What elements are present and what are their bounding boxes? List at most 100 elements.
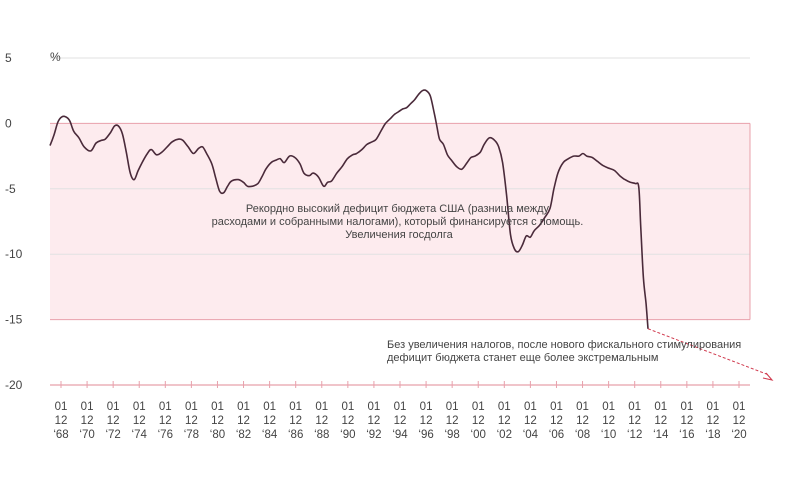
x-tick-label: 01 12 ‘04 [523,401,539,441]
annotation-main-line: Рекордно высокий дефицит бюджета США (ра… [246,203,550,215]
x-tick-label-line: ‘84 [262,429,278,441]
x-tick-label-line: ‘12 [627,429,642,441]
x-tick-label-line: ‘78 [184,429,199,441]
x-tick-label-line: 12 [55,415,68,427]
x-tick-label-line: ‘04 [523,429,539,441]
x-tick-label-line: 01 [55,401,68,413]
y-tick-label: -15 [5,313,23,327]
x-tick-label-line: 01 [707,401,720,413]
x-tick-label-line: ‘00 [471,429,486,441]
x-tick-label-line: 01 [185,401,198,413]
x-tick-label: 01 12 ‘10 [601,401,616,441]
x-tick-label: 01 12 ‘94 [392,401,408,441]
x-tick-label-line: 12 [368,415,381,427]
x-tick-label: 01 12 ‘00 [471,401,486,441]
x-tick-label-line: 12 [211,415,224,427]
x-tick-label-line: ‘16 [679,429,694,441]
x-tick-label-line: ‘86 [288,429,303,441]
x-tick-label: 01 12 ‘14 [653,401,669,441]
x-tick-label-line: ‘80 [210,429,225,441]
annotation-forecast-line: дефицит бюджета станет еще более экстрем… [387,352,658,364]
x-tick-label: 01 12 ‘12 [627,401,642,441]
x-tick-label: 01 12 ‘88 [314,401,329,441]
x-tick-label: 01 12 ‘84 [262,401,278,441]
x-tick-label-line: ‘06 [549,429,564,441]
x-tick-label-line: 01 [680,401,693,413]
x-tick-label-line: 01 [81,401,94,413]
x-tick-label-line: 01 [263,401,276,413]
x-tick-label-line: 01 [550,401,563,413]
x-tick-label-line: 01 [107,401,120,413]
x-tick-label-line: 12 [550,415,563,427]
x-tick-label-line: 01 [368,401,381,413]
x-tick-label-line: 01 [394,401,407,413]
x-tick-label-line: 01 [654,401,667,413]
x-tick-label-line: 12 [263,415,276,427]
x-tick-label-line: 12 [733,415,746,427]
x-tick-label-line: 01 [133,401,146,413]
projection-arrow-head [762,372,774,381]
series-layer [49,89,774,381]
x-tick-label-line: ‘68 [53,429,68,441]
x-tick-label: 01 12 ‘08 [575,401,590,441]
x-tick-label: 01 12 ‘70 [79,401,94,441]
annotations: Рекордно высокий дефицит бюджета США (ра… [212,203,742,364]
x-axis: 01 12 ‘68 01 12 ‘70 01 12 ‘72 01 12 ‘74 01 12 ‘76 01 12 ‘… [50,381,750,441]
x-tick-label-line: 12 [707,415,720,427]
annotation-forecast-line: Без увеличения налогов, после нового фис… [387,339,741,351]
annotation-main-line: расходами и собранными налогами), которы… [212,216,584,228]
x-tick-label: 01 12 ‘90 [340,401,355,441]
x-tick-label-line: 01 [159,401,172,413]
x-tick-label-line: 12 [159,415,172,427]
x-tick-label-line: 12 [185,415,198,427]
x-tick-label-line: 01 [446,401,459,413]
x-tick-label-line: 01 [289,401,302,413]
x-tick-label: 01 12 ‘98 [444,401,459,441]
x-tick-label: 01 12 ‘76 [158,401,173,441]
x-tick-label: 01 12 ‘02 [497,401,512,441]
x-tick-label-line: ‘70 [79,429,94,441]
y-tick-label: 5 [5,51,12,65]
x-tick-label-line: 01 [237,401,250,413]
x-tick-label-line: 01 [576,401,589,413]
x-tick-label: 01 12 ‘16 [679,401,694,441]
x-tick-label-line: ‘20 [731,429,746,441]
x-tick-label-line: ‘02 [497,429,512,441]
x-tick-label-line: 01 [602,401,615,413]
x-tick-label: 01 12 ‘74 [132,401,148,441]
annotation-main: Рекордно высокий дефицит бюджета США (ра… [212,203,587,241]
y-tick-label: -5 [5,182,16,196]
x-tick-label: 01 12 ‘80 [210,401,225,441]
x-tick-label: 01 12 ‘78 [184,401,199,441]
x-tick-label-line: 12 [81,415,94,427]
x-tick-label: 01 12 ‘68 [53,401,68,441]
x-tick-label-line: ‘92 [366,429,381,441]
x-tick-label-line: 01 [524,401,537,413]
x-tick-label: 01 12 ‘20 [731,401,746,441]
x-tick-label-line: 12 [628,415,641,427]
x-tick-label-line: 12 [133,415,146,427]
x-tick-label-line: ‘76 [158,429,173,441]
x-tick-label-line: ‘74 [132,429,148,441]
y-tick-label: -20 [5,378,23,392]
x-tick-label-line: 12 [237,415,250,427]
x-tick-label-line: 01 [628,401,641,413]
x-tick-label-line: 12 [654,415,667,427]
x-tick-label-line: 12 [576,415,589,427]
shaded-band-layer [50,123,750,320]
x-tick-label: 01 12 ‘06 [549,401,564,441]
x-tick-label-line: 12 [472,415,485,427]
x-tick-label: 01 12 ‘92 [366,401,381,441]
series-line [49,89,649,329]
y-tick-label: 0 [5,116,12,130]
x-tick-label-line: ‘72 [105,429,120,441]
x-tick-label-line: ‘90 [340,429,355,441]
x-tick-label-line: 12 [394,415,407,427]
projection-arrow-line [647,328,770,376]
x-tick-label-line: 01 [472,401,485,413]
shaded-band [50,123,750,320]
x-tick-label-line: 12 [341,415,354,427]
x-tick-label-line: 12 [524,415,537,427]
x-tick-label: 01 12 ‘18 [705,401,720,441]
